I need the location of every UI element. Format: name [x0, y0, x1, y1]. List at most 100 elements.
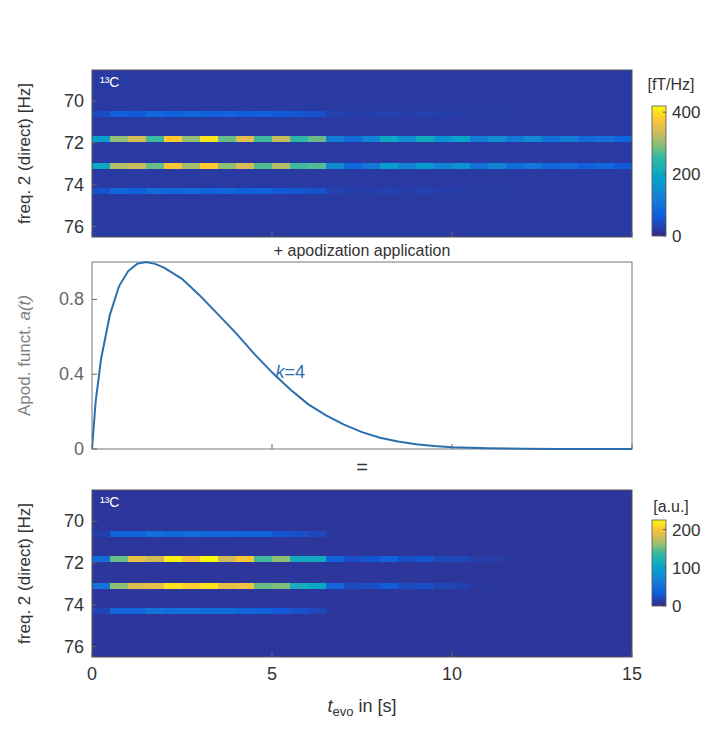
- cell: [146, 194, 165, 237]
- cell: [578, 111, 597, 118]
- cell: [344, 608, 363, 615]
- cell: [614, 70, 632, 111]
- cell: [362, 194, 381, 237]
- cell: [434, 169, 453, 188]
- cell: [218, 531, 237, 538]
- cell: [398, 136, 417, 143]
- cell: [560, 169, 579, 188]
- cell: [236, 589, 255, 608]
- cell: [578, 169, 597, 188]
- x-tick-label: 15: [622, 664, 642, 684]
- cell: [380, 556, 399, 563]
- cell: [308, 163, 327, 170]
- y-tick: [92, 374, 97, 375]
- cell: [290, 194, 309, 237]
- x-tick: [452, 652, 453, 657]
- cell: [470, 589, 489, 608]
- cell: [182, 194, 201, 237]
- cell: [146, 111, 165, 118]
- cell: [560, 562, 579, 583]
- cell: [92, 562, 111, 583]
- panel-connector: + apodization application: [274, 242, 451, 259]
- cell: [596, 583, 615, 590]
- cell: [272, 608, 291, 615]
- cell: [236, 117, 255, 136]
- cell: [362, 163, 381, 170]
- cell: [596, 136, 615, 143]
- cell: [452, 537, 471, 556]
- cell: [560, 531, 579, 538]
- cell: [596, 556, 615, 563]
- cell: [254, 169, 273, 188]
- cell: [110, 583, 129, 590]
- cell: [254, 117, 273, 136]
- y-tick-label: 0.8: [59, 289, 84, 309]
- cell: [110, 142, 129, 163]
- cell: [344, 583, 363, 590]
- cell: [182, 163, 201, 170]
- cell: [272, 169, 291, 188]
- cell: [362, 608, 381, 615]
- cell: [128, 169, 147, 188]
- cell: [326, 562, 345, 583]
- cell: [308, 136, 327, 143]
- cell: [434, 136, 453, 143]
- cell: [344, 537, 363, 556]
- cell: [326, 142, 345, 163]
- cell: [200, 614, 219, 657]
- x-axis-title-part: in [s]: [353, 696, 396, 716]
- cell: [398, 608, 417, 615]
- cell: [200, 583, 219, 590]
- cell: [146, 614, 165, 657]
- cell: [434, 537, 453, 556]
- cell: [128, 589, 147, 608]
- cell: [542, 136, 561, 143]
- cell: [362, 188, 381, 195]
- cell: [560, 136, 579, 143]
- cell: [200, 608, 219, 615]
- cell: [236, 136, 255, 143]
- cell: [470, 531, 489, 538]
- cell: [92, 111, 111, 118]
- cell: [236, 142, 255, 163]
- cell: [218, 70, 237, 111]
- cell: [308, 70, 327, 111]
- cell: [596, 111, 615, 118]
- cell: [236, 562, 255, 583]
- cell: [614, 562, 632, 583]
- cell: [524, 562, 543, 583]
- cell: [506, 163, 525, 170]
- cell: [290, 117, 309, 136]
- cell: [542, 583, 561, 590]
- cell: [200, 111, 219, 118]
- cell: [470, 537, 489, 556]
- cell: [110, 556, 129, 563]
- cell: [290, 490, 309, 531]
- cell: [596, 117, 615, 136]
- cell: [398, 142, 417, 163]
- cell: [614, 117, 632, 136]
- cell: [614, 194, 632, 237]
- cell: [416, 169, 435, 188]
- cell: [380, 589, 399, 608]
- cell: [92, 589, 111, 608]
- cell: [506, 562, 525, 583]
- cell: [506, 490, 525, 531]
- cell: [362, 136, 381, 143]
- cell: [488, 531, 507, 538]
- cell: [92, 194, 111, 237]
- cell: [596, 188, 615, 195]
- colorbar-tick-label: 200: [672, 165, 700, 184]
- cell: [308, 194, 327, 237]
- cell: [146, 531, 165, 538]
- y-tick-label: 74: [64, 595, 84, 615]
- cell: [110, 194, 129, 237]
- cell: [236, 70, 255, 111]
- cell: [362, 142, 381, 163]
- cell: [452, 136, 471, 143]
- cell: [164, 583, 183, 590]
- x-tick: [452, 444, 453, 449]
- cell: [380, 537, 399, 556]
- cell: [362, 614, 381, 657]
- cell: [128, 537, 147, 556]
